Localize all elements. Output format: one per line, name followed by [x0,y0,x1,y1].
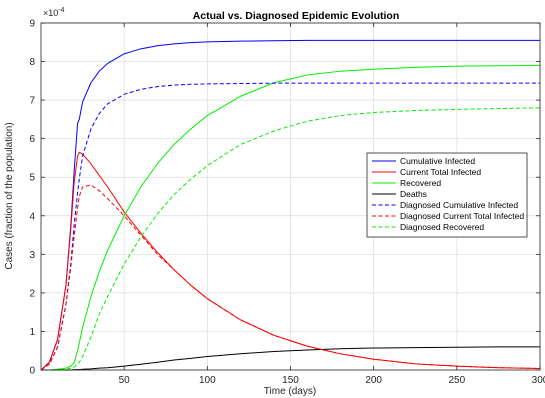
x-tick-label: 150 [282,375,299,386]
legend-label-6: Diagnosed Recovered [400,222,484,232]
y-tick-label: 3 [29,250,35,261]
legend-label-5: Diagnosed Current Total Infected [400,211,524,221]
series-line-2 [41,64,541,371]
x-tick-label: 200 [365,375,382,386]
y-exponent-base: ×10 [43,8,58,18]
tick-labels: 50 100 150 200 250 300 0 1 2 3 4 5 6 7 8 9 [29,19,545,387]
x-axis-label: Time (days) [264,386,316,397]
legend-label-1: Current Total Infected [400,167,481,177]
y-tick-label: 4 [29,211,35,222]
axis-ticks [41,22,541,371]
legend-label-3: Deaths [400,189,427,199]
y-tick-label: 6 [29,134,35,145]
x-tick-label: 100 [199,375,216,386]
y-tick-label: 8 [29,57,35,68]
legend-label-0: Cumulative Infected [400,156,475,166]
legend-box [366,152,528,238]
y-tick-label: 0 [29,366,35,377]
y-tick-label: 7 [29,96,35,107]
y-tick-label: 5 [29,173,35,184]
y-tick-label: 1 [29,327,35,338]
x-tick-label: 50 [119,375,131,386]
legend-label-2: Recovered [400,178,441,188]
x-tick-label: 250 [448,375,465,386]
y-tick-label: 2 [29,288,35,299]
y-exponent-power: -4 [58,7,64,14]
y-exponent-label: ×10-4 [43,7,65,18]
series-line-6 [41,107,541,371]
series-line-1 [40,151,541,371]
y-tick-label: 9 [29,19,35,30]
y-axis-label: Cases (fraction of the population) [4,122,15,269]
x-tick-label: 300 [532,375,545,386]
legend-label-4: Diagnosed Cumulative Infected [400,200,518,210]
chart-title: Actual vs. Diagnosed Epidemic Evolution [193,10,400,22]
